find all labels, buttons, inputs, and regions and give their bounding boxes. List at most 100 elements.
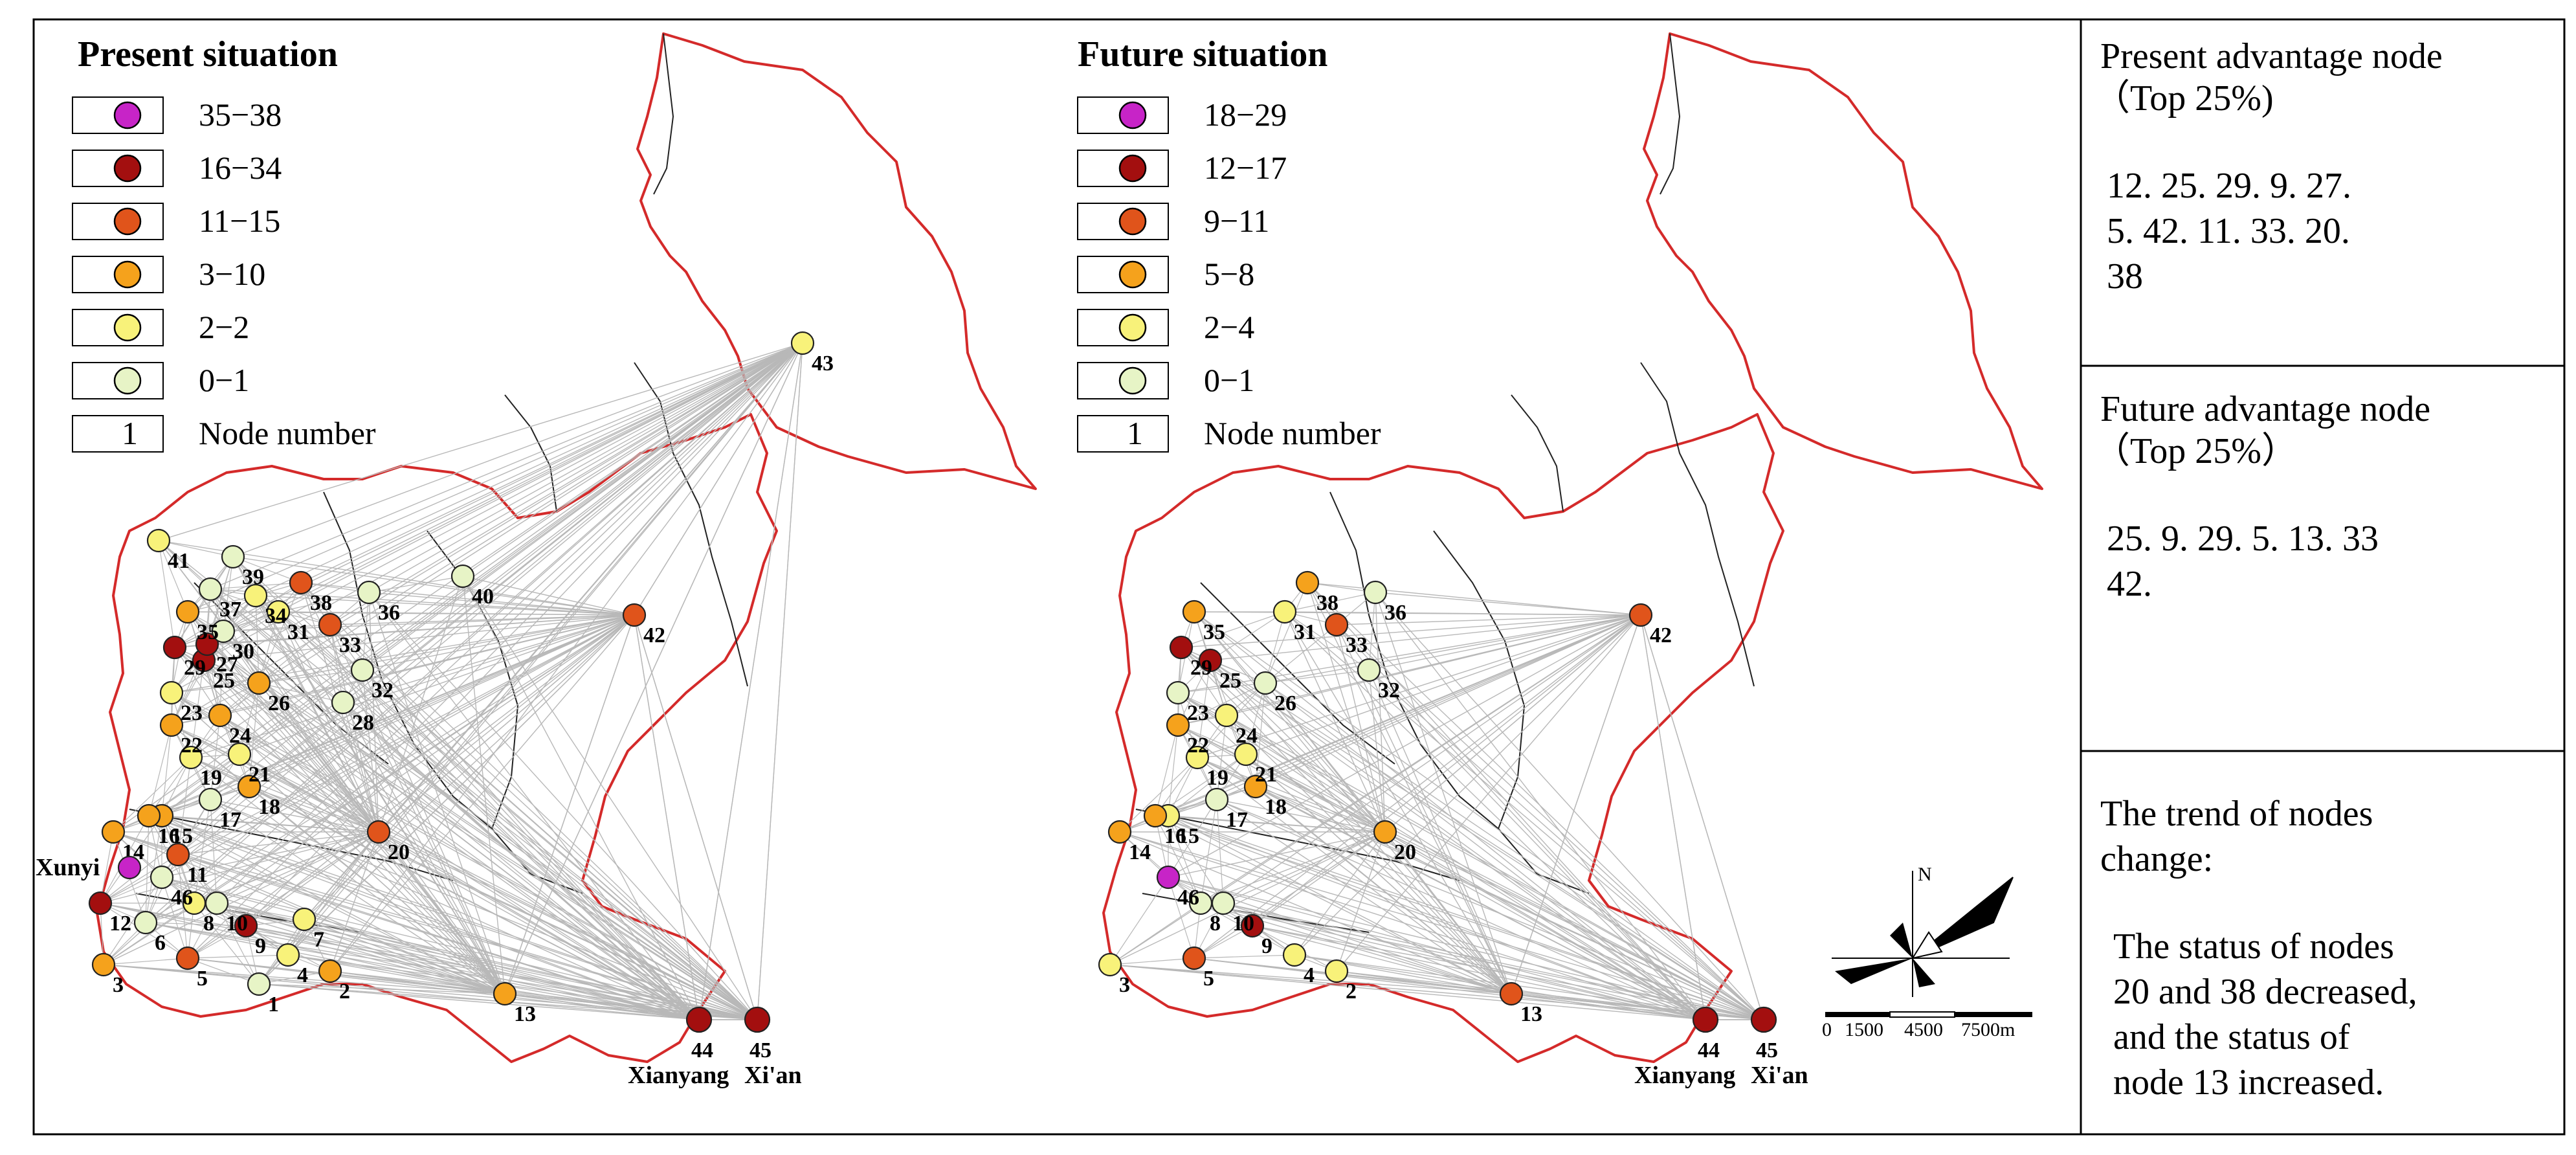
network-link — [100, 854, 179, 904]
network-link — [462, 576, 700, 1020]
network-link — [1368, 614, 1641, 671]
network-link — [161, 724, 172, 816]
network-link — [1226, 715, 1386, 833]
side-box-present-body-3: 38 — [2107, 256, 2143, 297]
city-label: Xunyi — [36, 854, 100, 881]
network-link — [1511, 993, 1706, 1020]
node-label-15: 15 — [1177, 824, 1199, 848]
network-link — [1155, 815, 1512, 994]
network-link — [255, 342, 803, 596]
network-link — [203, 611, 279, 661]
side-box-present: Present advantage node （Top 25%) 12. 25.… — [2094, 36, 2443, 297]
network-link — [1177, 682, 1266, 726]
node-marker-14 — [1107, 820, 1132, 844]
network-link — [504, 342, 803, 994]
present-region-boundary — [636, 32, 1037, 490]
network-link — [158, 342, 803, 541]
network-link — [1197, 614, 1641, 758]
network-link — [1210, 611, 1285, 661]
node-marker-21 — [227, 742, 252, 767]
network-link — [634, 614, 758, 1020]
network-link — [1177, 660, 1211, 726]
network-link — [1368, 669, 1706, 1020]
network-link — [278, 611, 363, 671]
city-label: Xi'an — [744, 1062, 802, 1089]
node-marker-29 — [1169, 635, 1194, 660]
node-label-11: 11 — [187, 863, 208, 887]
figure-frame — [32, 18, 2566, 1136]
node-marker-17 — [198, 787, 223, 812]
network-link — [148, 614, 635, 816]
network-link — [177, 854, 188, 959]
network-link — [171, 692, 758, 1020]
network-link — [1194, 611, 1386, 833]
network-link — [1511, 993, 1764, 1020]
node-marker-18 — [1243, 774, 1268, 799]
side-box-future-title-1: Future advantage node — [2100, 389, 2430, 429]
node-label-37: 37 — [219, 598, 241, 622]
network-link — [223, 556, 234, 632]
legend-range-label: 5−8 — [1204, 256, 1254, 292]
network-link — [223, 624, 331, 632]
network-link — [232, 556, 302, 583]
network-link — [232, 556, 505, 994]
network-link — [362, 669, 505, 994]
network-link — [174, 647, 260, 684]
network-link — [1336, 614, 1641, 625]
network-link — [1294, 831, 1386, 956]
network-link — [1194, 954, 1295, 959]
network-link — [462, 342, 803, 577]
network-link — [177, 831, 379, 855]
node-label-46: 46 — [1177, 886, 1199, 910]
legend-swatch-marker — [1118, 207, 1147, 236]
network-link — [210, 342, 803, 800]
network-link — [462, 576, 505, 994]
network-link — [1384, 614, 1641, 833]
network-link — [1109, 903, 1201, 965]
side-box-future: Future advantage node （Top 25%） 25. 9. 2… — [2094, 389, 2430, 604]
network-link — [362, 592, 370, 671]
network-link — [1375, 592, 1512, 994]
network-link — [1177, 682, 1266, 693]
present-legend: Present situation 35−38 16−34 11−15 3−10 2−2… — [72, 34, 376, 453]
node-label-25: 25 — [1219, 669, 1241, 693]
present-legend-title: Present situation — [78, 34, 338, 74]
node-label-34: 34 — [265, 604, 287, 628]
network-link — [378, 614, 635, 833]
node-label-7: 7 — [313, 928, 324, 952]
network-link — [177, 342, 803, 855]
node-label-8: 8 — [1210, 912, 1221, 936]
future-nodes: 23 45891013141516171819202122232425262931… — [1098, 570, 1808, 1089]
side-box-trend: The trend of nodes change: The status of… — [2100, 794, 2417, 1103]
network-link — [187, 958, 260, 985]
future-legend: Future situation 18−29 12−17 9−11 5−8 2−4 0−1… — [1077, 34, 1381, 453]
network-link — [171, 682, 260, 726]
network-link — [1368, 592, 1376, 671]
network-link — [1109, 958, 1195, 965]
network-link — [113, 757, 192, 833]
legend-range-label: 35−38 — [199, 96, 282, 133]
network-link — [1155, 815, 1706, 1020]
network-link — [161, 799, 211, 878]
legend-range-label: 0−1 — [1204, 362, 1254, 398]
node-marker-38 — [289, 570, 313, 595]
network-link — [1307, 582, 1386, 833]
network-link — [187, 954, 289, 959]
node-marker-33 — [318, 612, 342, 637]
network-link — [210, 589, 758, 1020]
side-box-present-body-2: 5. 42. 11. 33. 20. — [2107, 211, 2350, 251]
network-link — [1255, 682, 1266, 787]
node-label-24: 24 — [1236, 724, 1258, 748]
node-label-12: 12 — [109, 912, 131, 936]
network-link — [1307, 582, 1641, 616]
node-marker-5 — [175, 946, 200, 970]
network-link — [1226, 614, 1641, 716]
node-label-16: 16 — [1164, 824, 1186, 848]
legend-swatch-marker — [113, 366, 142, 395]
network-link — [145, 922, 505, 994]
legend-node-number-sample: 1 — [122, 415, 138, 451]
network-link — [1155, 614, 1641, 816]
node-marker-18 — [237, 774, 261, 799]
network-link — [223, 582, 302, 632]
